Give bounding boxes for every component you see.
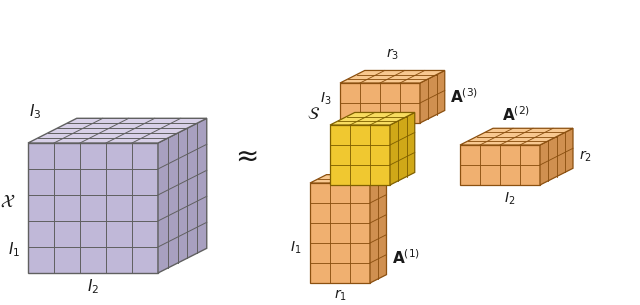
Text: $I_3$: $I_3$: [320, 91, 332, 107]
Text: $\mathbf{A}^{(1)}$: $\mathbf{A}^{(1)}$: [392, 249, 420, 267]
Text: $I_2$: $I_2$: [504, 191, 516, 207]
Polygon shape: [158, 118, 207, 273]
Text: $I_1$: $I_1$: [291, 240, 301, 256]
Text: $I_1$: $I_1$: [8, 240, 20, 259]
Polygon shape: [340, 70, 445, 83]
Text: $I_2$: $I_2$: [87, 278, 99, 296]
Polygon shape: [460, 145, 540, 185]
Text: $I_3$: $I_3$: [29, 103, 41, 121]
Polygon shape: [330, 125, 390, 185]
Text: $\mathcal{X}$: $\mathcal{X}$: [1, 192, 15, 210]
Text: ≈: ≈: [236, 143, 259, 171]
Polygon shape: [420, 70, 445, 123]
Polygon shape: [28, 143, 158, 273]
Text: $r_3$: $r_3$: [386, 47, 399, 63]
Polygon shape: [310, 183, 370, 283]
Polygon shape: [370, 175, 387, 283]
Text: $r_2$: $r_2$: [579, 149, 592, 164]
Polygon shape: [28, 118, 207, 143]
Text: $\mathbf{A}^{(2)}$: $\mathbf{A}^{(2)}$: [502, 105, 531, 124]
Text: $\mathbf{A}^{(3)}$: $\mathbf{A}^{(3)}$: [450, 87, 478, 106]
Polygon shape: [310, 175, 387, 183]
Polygon shape: [330, 113, 415, 125]
Text: $\mathcal{S}$: $\mathcal{S}$: [307, 105, 321, 123]
Polygon shape: [340, 83, 420, 123]
Polygon shape: [460, 128, 573, 145]
Polygon shape: [540, 128, 573, 185]
Polygon shape: [390, 113, 415, 185]
Text: $r_1$: $r_1$: [333, 287, 346, 303]
